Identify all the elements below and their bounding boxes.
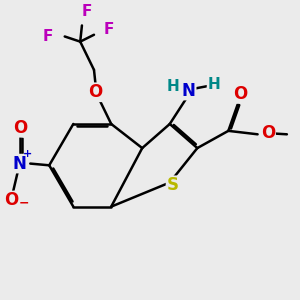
Text: O: O: [233, 85, 248, 103]
Text: F: F: [103, 22, 114, 37]
Text: O: O: [88, 83, 103, 101]
Text: F: F: [81, 4, 92, 19]
Text: O: O: [261, 124, 275, 142]
Text: S: S: [167, 176, 178, 194]
Text: H: H: [208, 77, 220, 92]
Text: −: −: [19, 196, 29, 209]
Text: H: H: [167, 79, 180, 94]
Text: N: N: [13, 154, 27, 172]
Text: N: N: [182, 82, 196, 100]
Text: F: F: [42, 29, 53, 44]
Text: +: +: [23, 149, 32, 159]
Text: O: O: [13, 119, 27, 137]
Text: O: O: [4, 191, 18, 209]
